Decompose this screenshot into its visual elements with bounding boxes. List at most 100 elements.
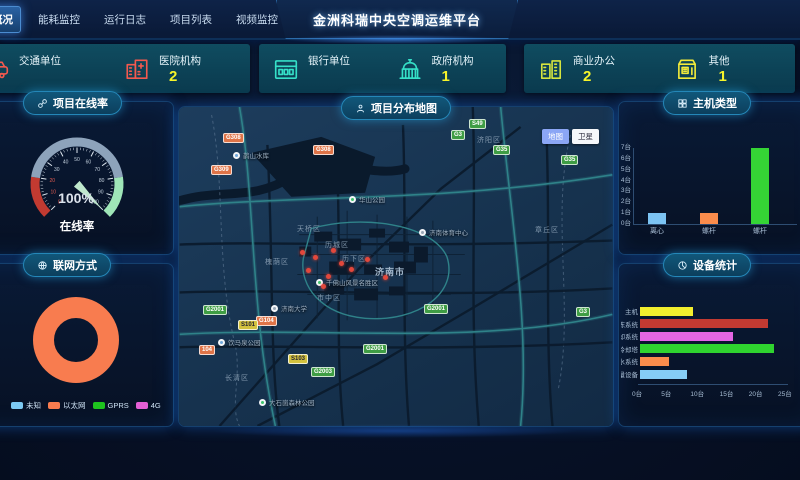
axis-label: 却系统 [621,334,638,342]
poi-marker: 济南大学 [271,303,307,313]
road-badge: G2001 [363,344,388,354]
project-marker [349,267,354,272]
tab-3[interactable]: 运行日志 [104,14,146,26]
map-roads [179,107,613,426]
tab-5[interactable]: 视频监控 [236,14,278,26]
svg-text:60: 60 [86,160,92,166]
legend-label: 未知 [26,401,41,410]
district-label: 历下区 [342,256,366,263]
device-xlabels: 0台 5台 10台 15台 20台 25台 [632,388,792,398]
map-overlays: G308 G308 G309 G104 104 G3 S49 G35 G35 G2001 G2001… [179,107,613,426]
map-canvas[interactable]: G308 G308 G309 G104 104 G3 S49 G35 G35 G2001 G2001… [179,107,613,426]
panel-host-type: 主机类型 0台 1台 2台 3台 4台 5台 6台 7台 离心 螺杆 螺杆 [618,91,800,255]
project-marker [313,255,318,260]
project-marker [306,268,311,273]
map-controls: 地图 卫星 [542,129,599,144]
tab-4[interactable]: 项目列表 [170,14,212,26]
axis-tick: 7台 [620,144,631,151]
tab-1[interactable]: 概况 [0,6,21,33]
legend-item-2[interactable]: 以太网 [48,400,86,411]
panel-online-rate: 项目在线率 0102030405060708090100100% 在线率 [0,91,174,255]
bar [640,319,769,329]
bar-row: 主机 [621,306,693,316]
road-badge: G35 [561,155,579,165]
district-label: 章丘区 [535,227,559,234]
host-ylabels: 0台 1台 2台 3台 4台 5台 6台 7台 [619,144,632,227]
svg-text:20: 20 [50,178,56,184]
axis-label: 水系统 [621,359,638,367]
legend-item-3[interactable]: GPRS [92,401,129,410]
poi-marker: 大石崮森林公园 [259,397,315,407]
poi-marker: 饮马泉公园 [218,337,261,347]
map-control-map[interactable]: 地图 [542,129,569,144]
road-badge: S103 [288,354,309,364]
box-icon [674,56,700,82]
panel-map: 项目分布地图 [178,96,614,427]
poi-label: 济南大学 [281,306,307,313]
district-label: 天桥区 [297,226,321,233]
road-badge: G3 [451,130,466,140]
axis-tick: 20台 [748,391,763,398]
axis-tick: 5台 [661,391,672,398]
road-badge: G104 [256,316,277,326]
office-icon [538,56,564,82]
stat-value [29,69,61,85]
tab-2[interactable]: 能耗监控 [38,14,80,26]
bar [640,369,687,379]
panel-title-online-rate: 项目在线率 [23,91,122,115]
bar-row: 却系统 [621,331,734,342]
link-icon [37,98,48,109]
poi-dot [233,151,240,159]
stat-item: 银行单位 [259,53,383,85]
road-badge: G2001 [424,304,449,314]
panel-title-text: 主机类型 [693,98,737,110]
axis-label: 主机 [625,309,638,316]
panel-title-map: 项目分布地图 [341,96,451,120]
city-label: 济南市 [375,267,406,277]
legend-swatch [135,402,148,409]
pie-icon [677,260,688,271]
stat-text: 银行单位 [308,53,350,85]
stat-card: 交通单位 医院机构 2 [0,44,250,93]
svg-text:50: 50 [74,157,80,163]
project-marker [300,250,305,255]
legend-label: 4G [150,401,161,410]
axis-label: 螺杆 [753,228,767,235]
road-badge: G3 [576,307,591,317]
bank-icon [273,56,299,82]
poi-marker: 千佛山风景名胜区 [316,277,378,287]
legend-label: GPRS [107,401,129,410]
title-glow [286,35,506,44]
poi-marker: 华山公园 [349,194,385,204]
poi-label: 饮马泉公园 [228,340,261,347]
district-label: 市中区 [317,295,341,302]
project-marker [383,275,388,280]
device-axis-line [638,384,788,385]
legend-item-1[interactable]: 未知 [11,400,41,411]
tab-bar: 概况 能耗监控 运行日志 项目列表 视频监控 [0,6,285,33]
network-legend: 未知 以太网 GPRS 4G [11,400,161,411]
poi-dot [316,278,323,286]
poi-dot [218,338,225,346]
stat-text: 政府机构 1 [432,53,474,85]
svg-text:30: 30 [54,167,60,173]
bar-row: 冷却塔 [621,344,775,354]
stat-text: 商业办公 2 [573,53,615,85]
stat-value: 2 [169,67,178,85]
bar-row: 量设备 [621,369,687,379]
axis-tick: 0台 [620,220,631,227]
road-badge: G35 [493,145,511,155]
online-rate-gauge: 0102030405060708090100100% [30,137,124,217]
globe-icon [37,260,48,271]
stat-text: 交通单位 [19,53,61,85]
legend-item-4[interactable]: 4G [135,401,161,410]
bar [640,356,670,366]
svg-text:70: 70 [94,167,100,173]
map-control-satellite[interactable]: 卫星 [572,129,599,144]
poi-dot [259,398,266,406]
road-badge: G2001 [203,305,228,315]
axis-tick: 15台 [719,391,734,398]
legend-swatch [11,402,23,409]
network-donut-chart [33,297,119,383]
